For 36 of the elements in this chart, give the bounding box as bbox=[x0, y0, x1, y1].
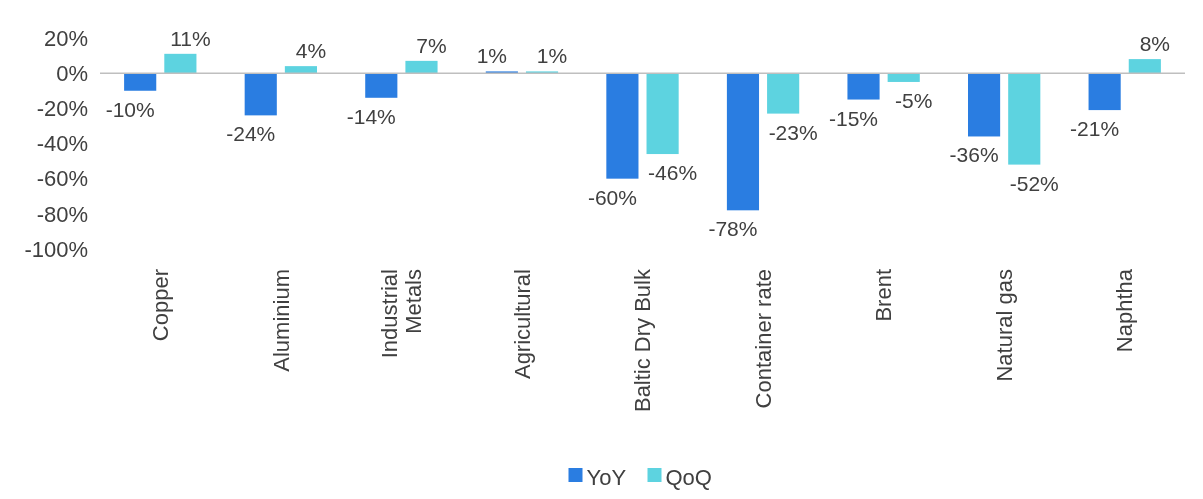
x-tick-label: Natural gas bbox=[991, 269, 1017, 382]
y-tick-label: 20% bbox=[43, 25, 88, 51]
data-label: -52% bbox=[1009, 171, 1059, 195]
y-tick-label: -40% bbox=[36, 131, 88, 157]
x-tick-label: Container rate bbox=[750, 269, 776, 409]
data-label: -23% bbox=[768, 120, 818, 144]
data-label: 8% bbox=[1139, 32, 1170, 56]
x-tick-label: Industrial Metals bbox=[376, 269, 427, 359]
data-label: -78% bbox=[708, 217, 758, 241]
x-tick-label: Brent bbox=[871, 269, 897, 322]
data-label: -14% bbox=[346, 104, 396, 128]
x-tick-label: Aluminium bbox=[268, 269, 294, 372]
data-label: 11% bbox=[170, 26, 211, 50]
data-label: -10% bbox=[105, 97, 155, 121]
data-label: -21% bbox=[1070, 117, 1120, 141]
x-tick-label: Baltic Dry Bulk bbox=[630, 268, 656, 413]
legend-label: QoQ bbox=[665, 464, 712, 490]
legend-label: YoY bbox=[586, 464, 627, 490]
data-label: -5% bbox=[895, 88, 933, 112]
data-label: -46% bbox=[648, 161, 698, 185]
x-tick-label: Naphtha bbox=[1112, 268, 1138, 353]
y-tick-label: -80% bbox=[36, 201, 88, 227]
data-label: -15% bbox=[829, 106, 879, 130]
y-tick-label: -100% bbox=[24, 236, 88, 262]
data-label: -24% bbox=[226, 122, 276, 146]
x-tick-label: Agricultural bbox=[509, 269, 535, 380]
data-label: 1% bbox=[536, 44, 568, 68]
x-tick-label: Copper bbox=[147, 269, 173, 342]
data-label: 1% bbox=[476, 44, 508, 68]
data-label: -60% bbox=[587, 185, 637, 209]
data-label: -36% bbox=[949, 143, 999, 167]
data-label: 7% bbox=[416, 33, 447, 57]
y-tick-label: -20% bbox=[36, 96, 88, 122]
y-tick-label: -60% bbox=[36, 166, 88, 192]
y-tick-label: 0% bbox=[56, 60, 88, 86]
data-label: 4% bbox=[295, 39, 327, 63]
